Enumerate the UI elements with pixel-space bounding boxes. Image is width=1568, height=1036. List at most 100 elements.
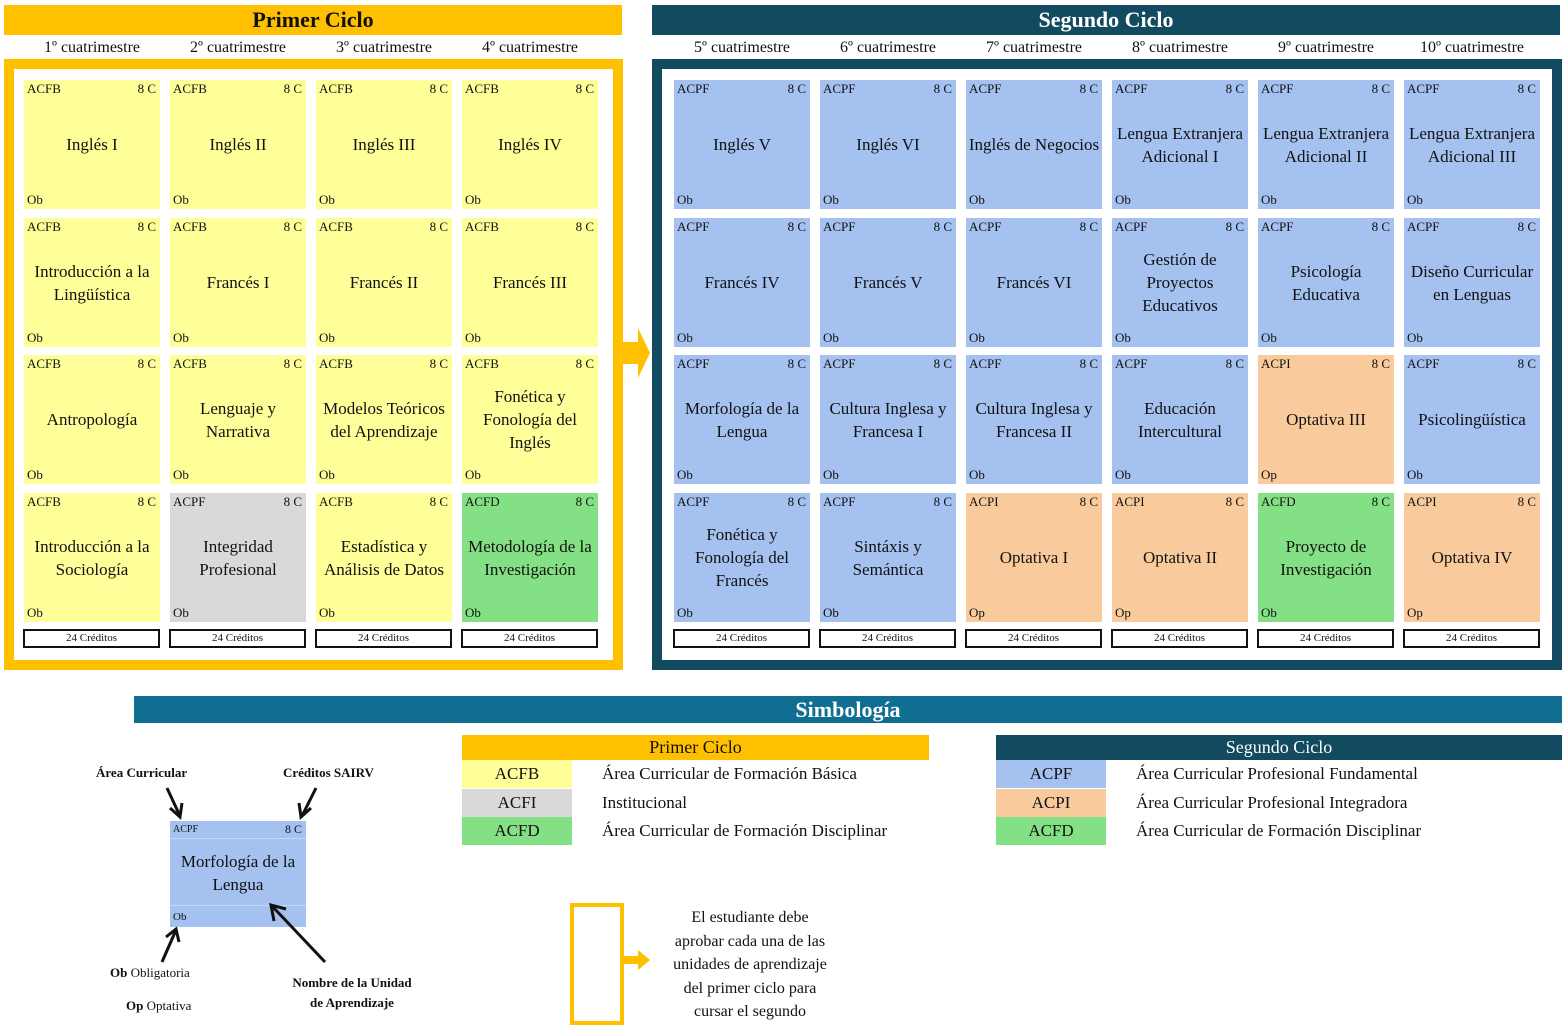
course-type: Ob	[823, 605, 839, 620]
course-credits: 8 C	[575, 219, 594, 234]
credits-total-box: 24 Créditos	[1403, 629, 1540, 648]
course-type: Ob	[1115, 192, 1131, 207]
course-card: ACFB 8 C Lenguaje y Narrativa Ob	[170, 355, 306, 484]
note-text: El estudiante debe aprobar cada una de l…	[650, 906, 850, 1024]
note-line: del primer ciclo para	[683, 979, 817, 997]
course-type: Ob	[1407, 330, 1423, 345]
course-name: Fonética y Fonología del Inglés	[483, 387, 577, 452]
course-card: ACFB 8 C Inglés III Ob	[316, 80, 452, 209]
legend-desc: Área Curricular Profesional Fundamental	[1136, 764, 1418, 783]
course-area: ACPF	[823, 494, 856, 509]
course-card: ACPF 8 C Cultura Inglesa y Francesa I Ob	[820, 355, 956, 484]
course-type: Ob	[1407, 192, 1423, 207]
course-type: Ob	[823, 467, 839, 482]
course-area: ACFD	[1261, 494, 1296, 509]
legend-desc: Área Curricular de Formación Disciplinar	[1136, 821, 1422, 840]
note-line: unidades de aprendizaje	[673, 956, 827, 973]
course-name: Diseño Curricular en Lenguas	[1410, 261, 1534, 304]
note-arrow-icon	[622, 950, 650, 970]
course-credits: 8 C	[1371, 219, 1390, 234]
course-card: ACPF 8 C Inglés VI Ob	[820, 80, 956, 209]
course-name: Morfología de la Lengua	[684, 398, 800, 441]
course-credits: 8 C	[1225, 81, 1244, 96]
course-type: Ob	[27, 467, 43, 482]
course-name: Lengua Extranjera Adicional III	[1408, 123, 1535, 166]
course-card: ACFB 8 C Inglés I Ob	[24, 80, 160, 209]
course-credits: 8 C	[575, 356, 594, 371]
course-credits: 8 C	[787, 219, 806, 234]
course-area: ACPF	[1115, 219, 1148, 234]
course-area: ACFB	[27, 81, 61, 96]
course-name: Integridad Profesional	[199, 536, 277, 579]
credits-total-box: 24 Créditos	[1257, 629, 1394, 648]
course-credits: 8 C	[933, 81, 952, 96]
course-area: ACPF	[1115, 81, 1148, 96]
course-type: Ob	[173, 605, 189, 620]
course-credits: 8 C	[429, 356, 448, 371]
course-name: Introducción a la Sociología	[34, 536, 150, 579]
example-divider-bottom	[170, 905, 306, 906]
course-name: Optativa II	[1142, 548, 1218, 567]
course-type: Ob	[969, 192, 985, 207]
course-area: ACPF	[823, 219, 856, 234]
course-name: Gestión de Proyectos Educativos	[1142, 250, 1218, 315]
legend-ob-desc: Obligatoria	[130, 965, 190, 980]
course-name: Francés III	[492, 273, 568, 292]
course-credits: 8 C	[1079, 356, 1098, 371]
course-type: Ob	[173, 467, 189, 482]
example-course-area: ACPF	[173, 824, 199, 835]
course-card: ACPF 8 C Psicolingüística Ob	[1404, 355, 1540, 484]
course-area: ACPF	[677, 356, 710, 371]
course-card: ACFB 8 C Estadística y Análisis de Datos Ob	[316, 493, 452, 622]
example-course-type: Ob	[173, 911, 187, 923]
course-area: ACFB	[319, 81, 353, 96]
course-name: Inglés IV	[498, 135, 562, 154]
course-area: ACPF	[677, 494, 710, 509]
course-area: ACPF	[1261, 219, 1294, 234]
course-credits: 8 C	[1371, 494, 1390, 509]
course-type: Ob	[27, 605, 43, 620]
course-card: ACFB 8 C Antropología Ob	[24, 355, 160, 484]
course-card: ACFB 8 C Francés I Ob	[170, 218, 306, 347]
course-card: ACPF 8 C Diseño Curricular en Lenguas Ob	[1404, 218, 1540, 347]
course-card: ACFB 8 C Introducción a la Sociología Ob	[24, 493, 160, 622]
course-card: ACPF 8 C Inglés de Negocios Ob	[966, 80, 1102, 209]
course-area: ACFD	[465, 494, 500, 509]
course-card: ACPF 8 C Lengua Extranjera Adicional II Ob	[1258, 80, 1394, 209]
course-name: Proyecto de Investigación	[1280, 536, 1372, 579]
course-area: ACFB	[27, 219, 61, 234]
course-credits: 8 C	[1225, 356, 1244, 371]
course-card: ACPF 8 C Lengua Extranjera Adicional III Ob	[1404, 80, 1540, 209]
legend-second-cycle-header: Segundo Ciclo	[996, 735, 1562, 760]
credits-total-box: 24 Créditos	[169, 629, 306, 648]
legend-unit-label-line2: de Aprendizaje	[310, 995, 394, 1010]
legend-code: ACPF	[996, 760, 1106, 788]
course-name: Psicología Educativa	[1290, 261, 1362, 304]
course-card: ACFB 8 C Fonética y Fonología del Inglés Ob	[462, 355, 598, 484]
course-card: ACPI 8 C Optativa II Op	[1112, 493, 1248, 622]
course-credits: 8 C	[137, 81, 156, 96]
example-divider-top	[170, 838, 306, 839]
course-area: ACPF	[1407, 356, 1440, 371]
course-name: Sintáxis y Semántica	[852, 536, 924, 579]
course-credits: 8 C	[787, 494, 806, 509]
course-area: ACPF	[1407, 81, 1440, 96]
course-type: Ob	[465, 467, 481, 482]
course-type: Ob	[823, 192, 839, 207]
course-type: Op	[1261, 467, 1277, 482]
course-type: Ob	[465, 605, 481, 620]
course-area: ACFB	[173, 81, 207, 96]
course-area: ACFB	[465, 356, 499, 371]
credits-total-box: 24 Créditos	[461, 629, 598, 648]
course-area: ACPI	[1115, 494, 1145, 509]
course-area: ACPF	[969, 219, 1002, 234]
course-credits: 8 C	[1079, 494, 1098, 509]
course-card: ACPF 8 C Sintáxis y Semántica Ob	[820, 493, 956, 622]
course-type: Ob	[465, 330, 481, 345]
course-card: ACFB 8 C Inglés II Ob	[170, 80, 306, 209]
course-area: ACFB	[319, 356, 353, 371]
course-name: Psicolingüística	[1418, 410, 1526, 429]
course-name: Francés I	[206, 273, 270, 292]
example-course-name: Morfología de la Lengua	[180, 852, 296, 894]
semester-header: 10º cuatrimestre	[1419, 39, 1525, 56]
